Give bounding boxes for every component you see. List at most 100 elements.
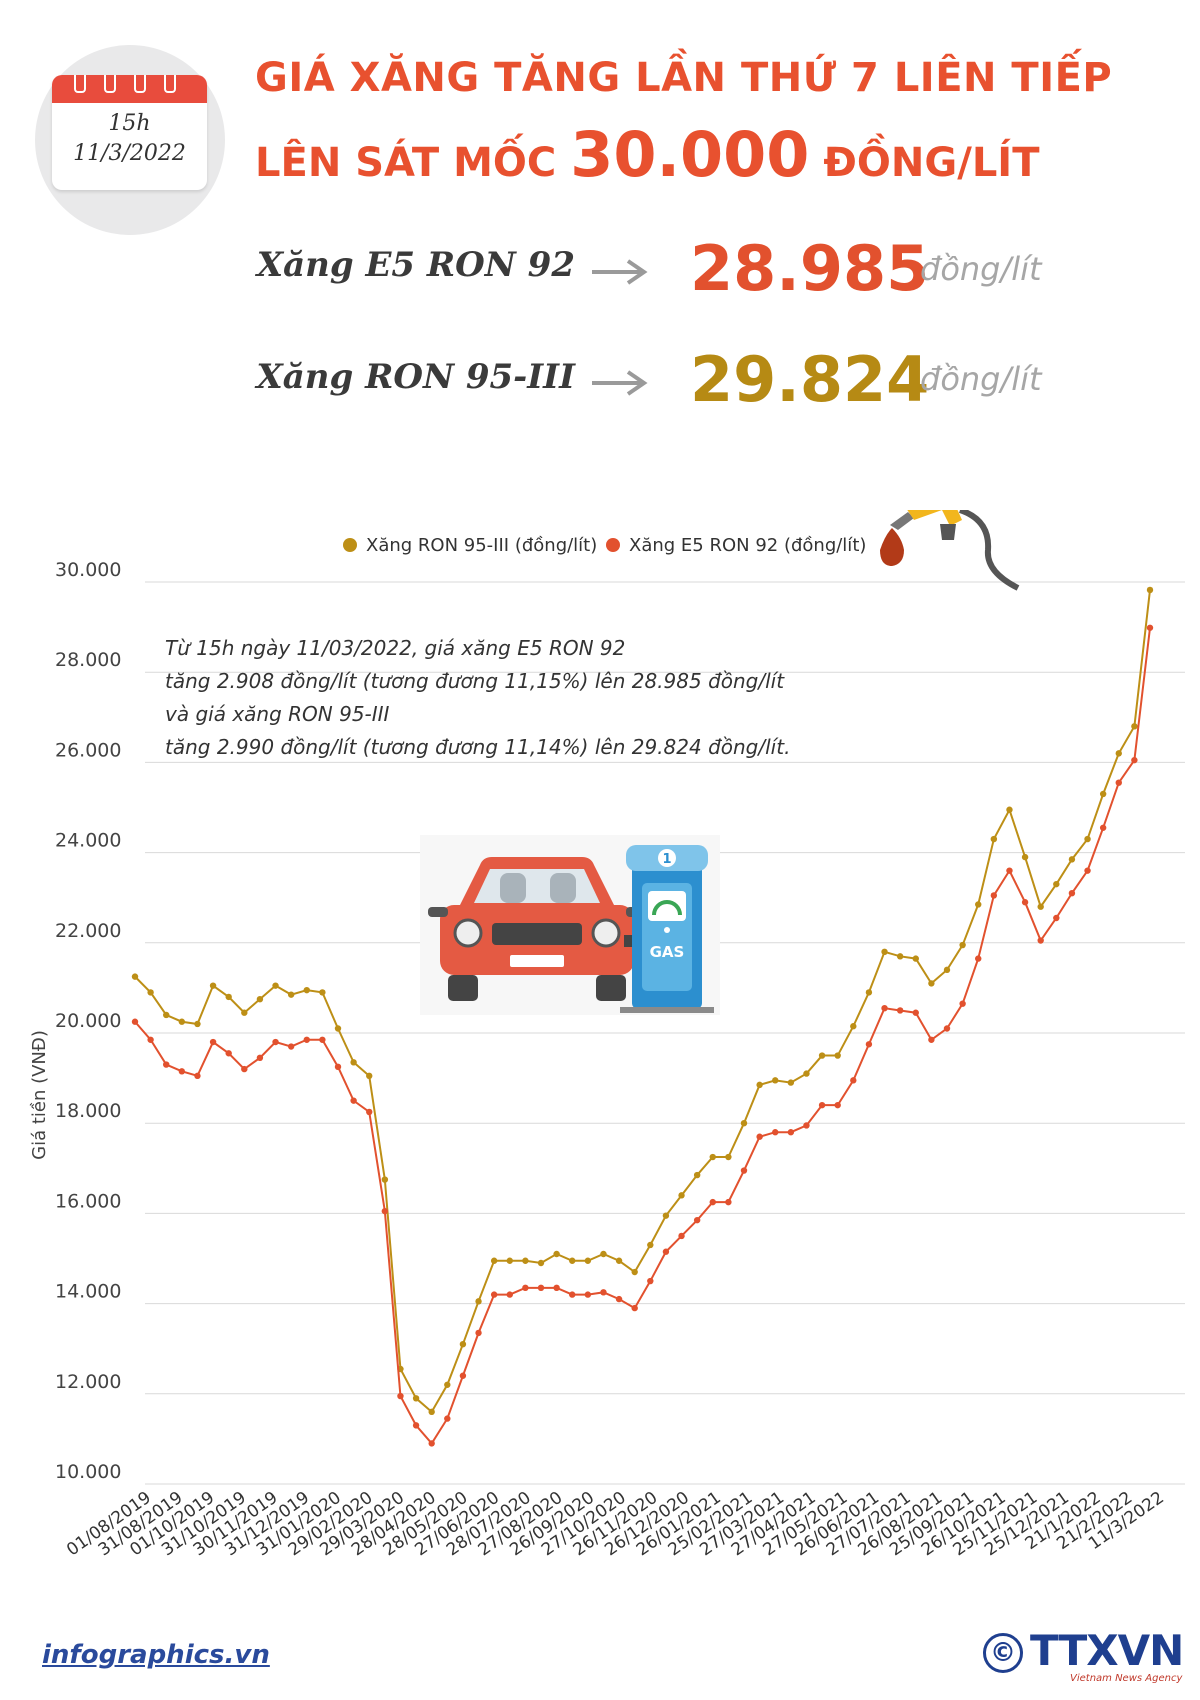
data-point [647,1241,654,1249]
data-point [194,1020,201,1028]
data-point [506,1257,513,1264]
y-tick-label: 30.000 [55,559,121,581]
y-tick-label: 10.000 [55,1461,121,1483]
data-point [975,901,982,908]
arrow-right-icon [592,259,648,285]
y-tick-label: 16.000 [55,1190,121,1212]
data-point [1021,899,1029,906]
data-point [912,1009,919,1016]
data-point [537,1284,545,1292]
car-icon [428,857,646,1001]
y-tick-label: 20.000 [55,1010,121,1032]
data-point [1115,750,1122,757]
arrow-right-icon [592,370,648,396]
data-point [163,1061,170,1068]
data-point [1053,880,1060,888]
data-point [990,892,998,899]
data-point [303,1036,310,1043]
data-point [943,1025,951,1032]
y-tick-label: 24.000 [55,830,121,852]
copyright-icon: © [983,1633,1023,1673]
data-point [803,1122,810,1129]
data-point [787,1079,795,1086]
data-point [272,1038,279,1046]
data-point [1099,824,1107,831]
y-tick-label: 22.000 [55,920,121,942]
data-point [147,1036,154,1043]
data-point [959,1000,966,1007]
chart-annotation: Từ 15h ngày 11/03/2022, giá xăng E5 RON … [165,632,790,764]
data-point [569,1257,576,1264]
unit-e5: đồng/lít [920,250,1042,288]
data-point [693,1216,701,1224]
data-point [428,1440,435,1447]
data-point [1131,723,1138,730]
data-point [678,1232,685,1240]
data-point [1068,856,1076,863]
data-point [1099,790,1107,798]
data-point [522,1257,529,1264]
data-point [553,1284,560,1292]
data-point [850,1023,857,1030]
data-point [896,953,904,960]
data-point [506,1291,513,1298]
data-point [490,1257,498,1264]
data-point [865,989,873,996]
data-point [334,1063,342,1071]
data-point [928,1036,935,1043]
car-gas-pump-illustration: 1 GAS [420,835,720,1015]
data-point [584,1291,592,1298]
data-point [194,1072,201,1080]
data-point [272,982,279,989]
data-point [1037,937,1044,944]
data-point [412,1422,420,1429]
data-point [1021,853,1029,861]
data-point [881,1004,888,1012]
data-point [740,1167,748,1174]
data-point [490,1291,498,1298]
data-point [1115,779,1122,786]
data-point [709,1153,716,1161]
calendar-time: 15h [108,111,151,136]
data-point [381,1176,389,1183]
data-point [772,1077,779,1084]
data-point [225,1050,232,1057]
data-point [522,1284,529,1292]
data-point [178,1018,186,1025]
data-point [896,1007,904,1014]
legend-marker [343,538,357,552]
data-point [319,989,326,996]
data-point [256,1054,264,1062]
data-point [834,1101,841,1109]
data-point [366,1072,373,1080]
fuel-name-ron95: Xăng RON 95-III [256,357,575,397]
pump-number: 1 [662,852,671,867]
data-point [1131,756,1138,764]
data-point [928,980,935,987]
data-point [693,1171,701,1179]
annotation-line: tăng 2.908 đồng/lít (tương đương 11,15%)… [165,669,785,693]
data-point [209,1038,217,1046]
data-point [475,1298,482,1305]
data-point [1084,835,1091,843]
price-line-chart: 10.000 12.000 14.000 16.000 18.000 20.000 22.0… [29,510,1185,1560]
data-point [662,1212,670,1219]
annotation-line: tăng 2.990 đồng/lít (tương đương 11,14%)… [165,735,791,759]
data-point [647,1277,654,1285]
data-point [381,1207,389,1215]
gas-pump-icon: 1 GAS [620,845,714,1013]
unit-ron95: đồng/lít [920,360,1042,398]
ttxvn-logo: TTXVN [1030,1626,1184,1675]
data-point [709,1198,716,1206]
data-point [287,991,295,998]
data-point [178,1068,186,1075]
price-e5: 28.985 [690,232,930,305]
y-tick-label: 14.000 [55,1281,121,1303]
source-link[interactable]: infographics.vn [42,1640,270,1670]
calendar-icon: 15h 11/3/2022 [52,75,207,190]
data-point [725,1198,732,1206]
data-point [256,995,264,1003]
data-point [600,1289,607,1296]
y-tick-label: 28.000 [55,649,121,671]
data-point [912,955,919,962]
